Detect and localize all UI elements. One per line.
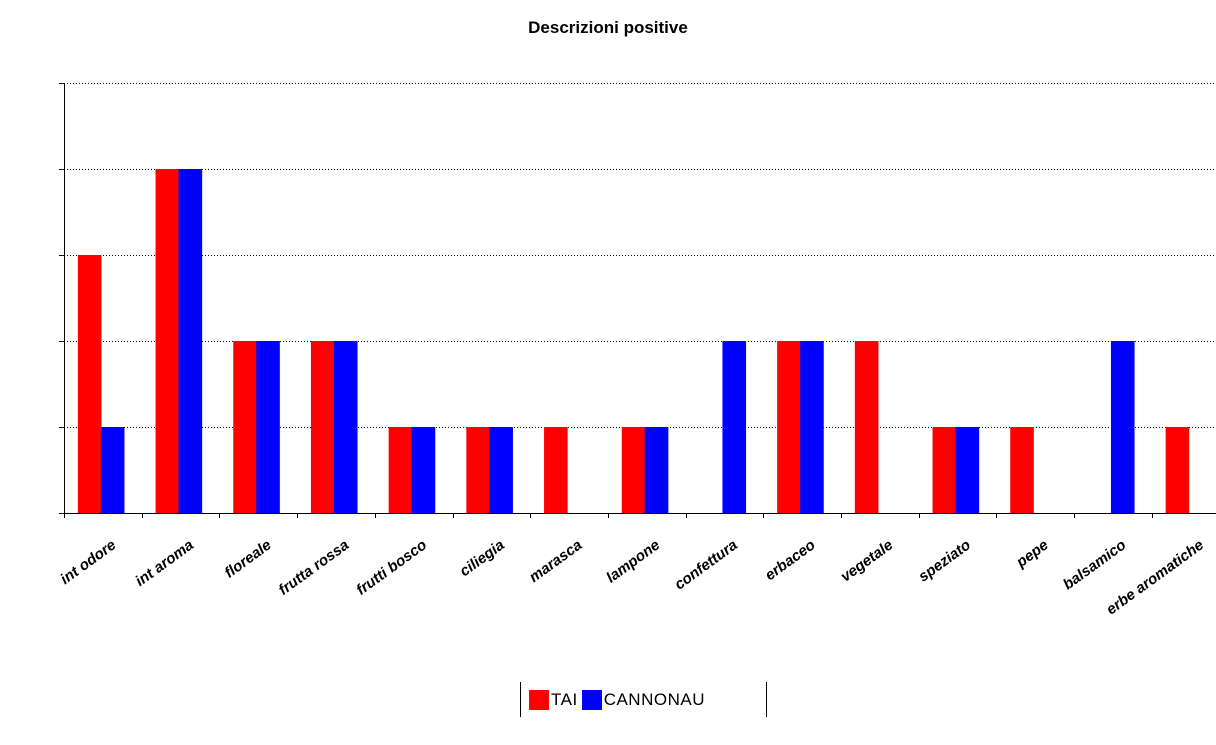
category-label: balsamico — [1060, 536, 1129, 593]
category-label: lampone — [603, 536, 663, 586]
bar-cannonau-frutti-bosco — [411, 427, 436, 513]
category-label: int odore — [57, 536, 119, 587]
bar-cannonau-erbaceo — [800, 341, 824, 513]
axes — [59, 83, 1216, 518]
bar-tai-erbe-aromatiche — [1165, 427, 1190, 513]
bar-cannonau-speziato — [955, 427, 980, 513]
bar-tai-lampone — [621, 427, 646, 513]
category-label: speziato — [915, 536, 974, 585]
legend-swatch-tai — [529, 689, 549, 710]
bar-cannonau-floreale — [256, 341, 280, 513]
bar-tai-frutti-bosco — [388, 427, 413, 513]
category-label: marasca — [526, 536, 585, 586]
bar-tai-int-odore — [77, 255, 102, 513]
bar-cannonau-lampone — [644, 427, 669, 513]
legend-label-cannonau: CANNONAU — [603, 689, 705, 709]
chart-title: Descrizioni positive — [528, 18, 688, 37]
bar-cannonau-int-odore — [100, 427, 125, 513]
legend-label-tai: TAI — [551, 689, 578, 709]
category-label: vegetale — [838, 536, 897, 585]
legend-item-tai: TAI — [529, 689, 578, 710]
legend-swatch-cannonau — [581, 689, 602, 710]
bar-tai-ciliegia — [466, 427, 490, 513]
category-label: pepe — [1012, 536, 1051, 571]
bar-tai-floreale — [233, 341, 257, 513]
bar-tai-pepe — [1010, 427, 1034, 513]
category-label: confettura — [671, 536, 740, 593]
category-label: floreale — [221, 536, 274, 581]
bar-tai-erbaceo — [777, 341, 801, 513]
bar-cannonau-frutta-rossa — [333, 341, 358, 513]
category-label: erbaceo — [762, 536, 819, 584]
category-labels: int odore int aroma floreale frutta rossa fr… — [57, 536, 1207, 618]
bar-cannonau-ciliegia — [489, 427, 513, 513]
bar-tai-frutta-rossa — [310, 341, 335, 513]
category-label: frutti bosco — [353, 536, 430, 598]
category-label: frutta rossa — [276, 536, 353, 598]
bar-cannonau-balsamico — [1110, 341, 1135, 513]
category-label: int aroma — [132, 536, 197, 589]
bars — [77, 169, 1190, 513]
bar-tai-int-aroma — [155, 169, 180, 513]
legend-item-cannonau: CANNONAU — [581, 689, 705, 710]
category-label: ciliegia — [457, 536, 508, 580]
bar-cannonau-int-aroma — [178, 169, 203, 513]
legend: TAI CANNONAU — [520, 682, 767, 717]
bar-tai-marasca — [544, 427, 568, 513]
bar-tai-speziato — [932, 427, 957, 513]
bar-tai-vegetale — [854, 341, 879, 513]
bar-cannonau-confettura — [722, 341, 747, 513]
